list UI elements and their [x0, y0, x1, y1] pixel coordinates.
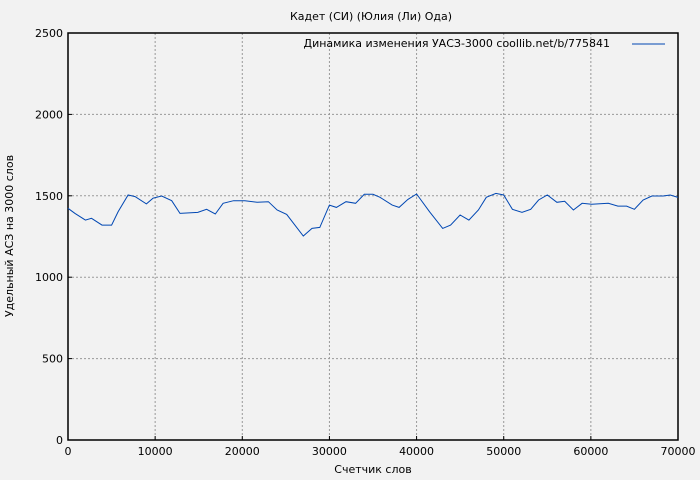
x-tick-label: 40000 [399, 445, 434, 458]
y-tick-label: 1500 [35, 190, 63, 203]
y-axis-label: Удельный АСЗ на 3000 слов [3, 155, 16, 317]
x-tick-label: 30000 [312, 445, 347, 458]
y-tick-label: 0 [56, 434, 63, 447]
ticks: 0 10000 20000 30000 40000 50000 60000 70000 0 500… [35, 27, 696, 458]
x-tick-label: 0 [65, 445, 72, 458]
chart-title: Кадет (СИ) (Юлия (Ли) Ода) [290, 10, 452, 23]
series-line [67, 192, 679, 237]
x-tick-label: 20000 [225, 445, 260, 458]
legend-label: Динамика изменения УАСЗ-3000 coollib.net… [304, 37, 611, 50]
legend: Динамика изменения УАСЗ-3000 coollib.net… [304, 37, 665, 50]
x-tick-label: 60000 [573, 445, 608, 458]
x-axis-label: Счетчик слов [334, 463, 411, 476]
y-tick-label: 2000 [35, 108, 63, 121]
y-tick-label: 1000 [35, 271, 63, 284]
plot-frame [67, 32, 679, 441]
y-tick-label: 2500 [35, 27, 63, 40]
x-tick-label: 10000 [138, 445, 173, 458]
x-tick-label: 70000 [661, 445, 696, 458]
x-tick-label: 50000 [486, 445, 521, 458]
grid [68, 33, 678, 440]
series-group [67, 192, 679, 237]
y-tick-label: 500 [42, 353, 63, 366]
